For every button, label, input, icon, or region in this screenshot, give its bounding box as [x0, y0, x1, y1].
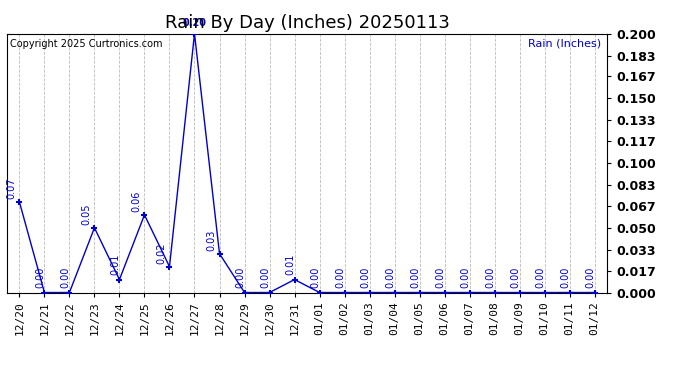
- Text: 0.00: 0.00: [260, 267, 270, 288]
- Text: 0.00: 0.00: [310, 267, 320, 288]
- Text: 0.00: 0.00: [486, 267, 495, 288]
- Text: Copyright 2025 Curtronics.com: Copyright 2025 Curtronics.com: [10, 39, 162, 49]
- Text: 0.07: 0.07: [6, 178, 16, 199]
- Text: 0.00: 0.00: [460, 267, 471, 288]
- Text: 0.00: 0.00: [235, 267, 246, 288]
- Text: 0.01: 0.01: [110, 254, 120, 275]
- Text: 0.01: 0.01: [286, 254, 295, 275]
- Title: Rain By Day (Inches) 20250113: Rain By Day (Inches) 20250113: [165, 14, 449, 32]
- Text: Rain (Inches): Rain (Inches): [528, 39, 601, 49]
- Text: 0.00: 0.00: [60, 267, 70, 288]
- Text: 0.00: 0.00: [35, 267, 46, 288]
- Text: 0.20: 0.20: [182, 18, 206, 28]
- Text: 0.00: 0.00: [360, 267, 371, 288]
- Text: 0.00: 0.00: [411, 267, 420, 288]
- Text: 0.00: 0.00: [586, 267, 595, 288]
- Text: 0.03: 0.03: [206, 230, 216, 251]
- Text: 0.00: 0.00: [435, 267, 446, 288]
- Text: 0.00: 0.00: [560, 267, 571, 288]
- Text: 0.05: 0.05: [81, 204, 91, 225]
- Text: 0.06: 0.06: [131, 191, 141, 212]
- Text: 0.00: 0.00: [511, 267, 520, 288]
- Text: 0.00: 0.00: [335, 267, 346, 288]
- Text: 0.02: 0.02: [156, 242, 166, 264]
- Text: 0.00: 0.00: [386, 267, 395, 288]
- Text: 0.00: 0.00: [535, 267, 546, 288]
